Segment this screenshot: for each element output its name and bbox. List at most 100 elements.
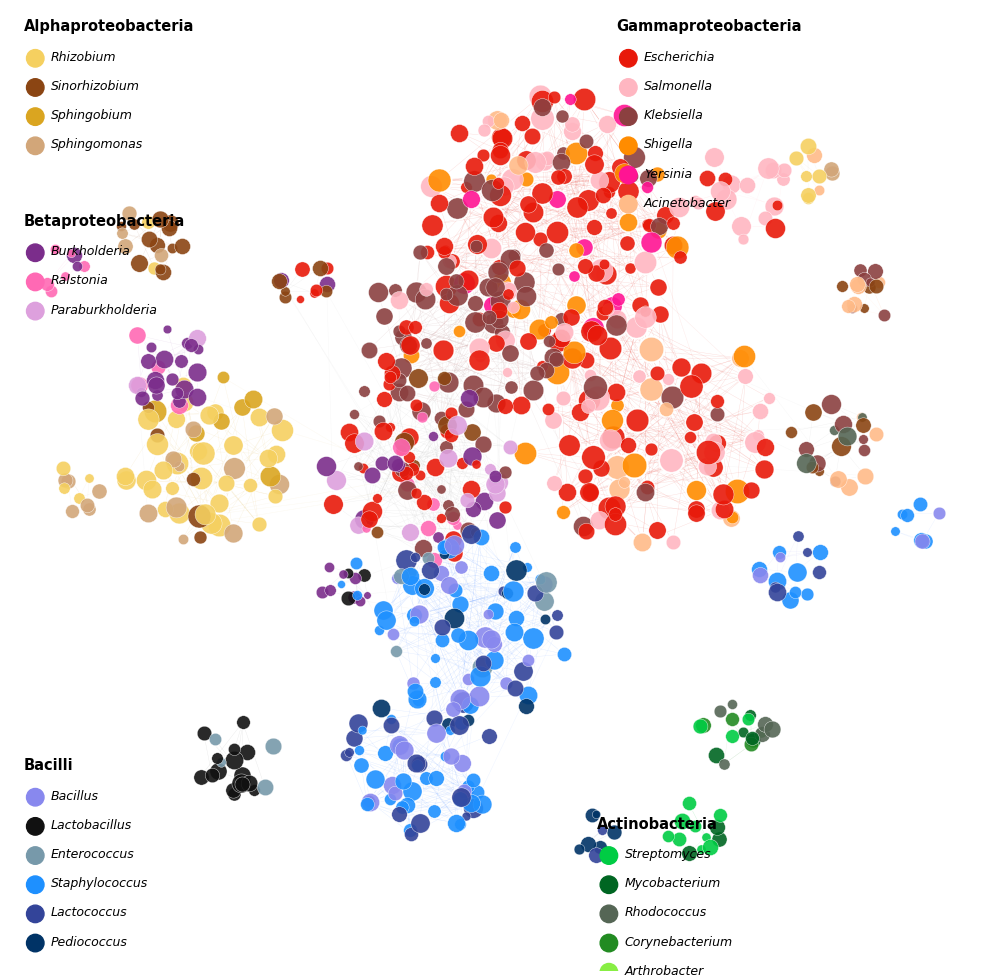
Point <box>855 418 871 434</box>
Point <box>447 582 463 598</box>
Point <box>637 304 653 319</box>
Point <box>436 238 452 254</box>
Point <box>234 777 250 792</box>
Point <box>765 163 781 179</box>
Point <box>867 264 883 279</box>
Point <box>171 398 187 413</box>
Point <box>735 232 751 247</box>
Point <box>686 415 702 431</box>
Point <box>376 309 392 324</box>
Point <box>465 502 481 518</box>
Point <box>480 280 496 296</box>
Point <box>709 394 725 409</box>
Point <box>492 293 508 309</box>
Point <box>631 369 647 385</box>
Point <box>564 116 580 132</box>
Point <box>745 733 761 748</box>
Point <box>553 154 569 170</box>
Point <box>147 404 163 419</box>
Point <box>404 577 420 593</box>
Point <box>608 385 624 401</box>
Point <box>436 539 452 555</box>
Point <box>340 566 356 581</box>
Point <box>425 496 441 512</box>
Point <box>917 533 933 549</box>
Point <box>234 767 250 783</box>
Point <box>548 352 564 367</box>
Point <box>69 259 85 275</box>
Point <box>563 310 579 325</box>
Point <box>183 338 199 354</box>
Point <box>412 467 428 483</box>
Point <box>490 265 506 280</box>
Point <box>445 511 461 527</box>
Point <box>401 430 417 446</box>
Point <box>448 815 464 830</box>
Point <box>912 497 928 513</box>
Point <box>308 283 324 299</box>
Point <box>393 443 409 458</box>
Point <box>434 633 450 649</box>
Point <box>416 581 432 597</box>
Point <box>472 668 488 684</box>
Point <box>388 644 404 659</box>
Circle shape <box>620 138 637 155</box>
Point <box>394 462 410 478</box>
Point <box>790 529 806 544</box>
Point <box>681 845 697 861</box>
Point <box>234 400 250 415</box>
Point <box>483 631 499 647</box>
Point <box>57 269 73 284</box>
Point <box>430 530 446 545</box>
Point <box>425 429 441 445</box>
Point <box>398 319 414 335</box>
Point <box>57 472 73 488</box>
Point <box>226 752 242 768</box>
Point <box>60 474 76 489</box>
Point <box>338 747 354 763</box>
Text: Streptomyces: Streptomyces <box>624 847 711 860</box>
Point <box>737 369 753 385</box>
Point <box>394 800 410 816</box>
Point <box>246 782 262 797</box>
Point <box>404 462 420 478</box>
Point <box>740 711 756 727</box>
Point <box>155 463 171 479</box>
Point <box>426 803 442 819</box>
Point <box>395 330 411 346</box>
Point <box>553 330 569 346</box>
Point <box>350 458 366 474</box>
Point <box>586 156 602 172</box>
Circle shape <box>600 876 618 894</box>
Point <box>809 455 825 471</box>
Point <box>239 744 255 760</box>
Point <box>441 295 457 311</box>
Point <box>314 584 330 600</box>
Point <box>609 312 625 327</box>
Point <box>593 263 609 278</box>
Point <box>444 254 460 270</box>
Point <box>853 409 869 425</box>
Point <box>640 171 656 187</box>
Point <box>835 417 851 433</box>
Point <box>176 396 192 411</box>
Point <box>505 583 521 599</box>
Point <box>716 756 732 772</box>
Point <box>371 414 387 430</box>
Point <box>609 460 625 476</box>
Point <box>171 398 187 413</box>
Point <box>715 487 731 502</box>
Point <box>204 767 220 783</box>
Point <box>453 715 469 731</box>
Point <box>488 336 504 352</box>
Point <box>588 807 604 823</box>
Point <box>580 836 596 852</box>
Point <box>364 468 380 484</box>
Point <box>458 180 474 195</box>
Point <box>499 364 515 380</box>
Point <box>294 262 310 277</box>
Point <box>393 440 409 455</box>
Text: Ralstonia: Ralstonia <box>51 275 109 287</box>
Point <box>66 248 82 264</box>
Point <box>406 608 422 623</box>
